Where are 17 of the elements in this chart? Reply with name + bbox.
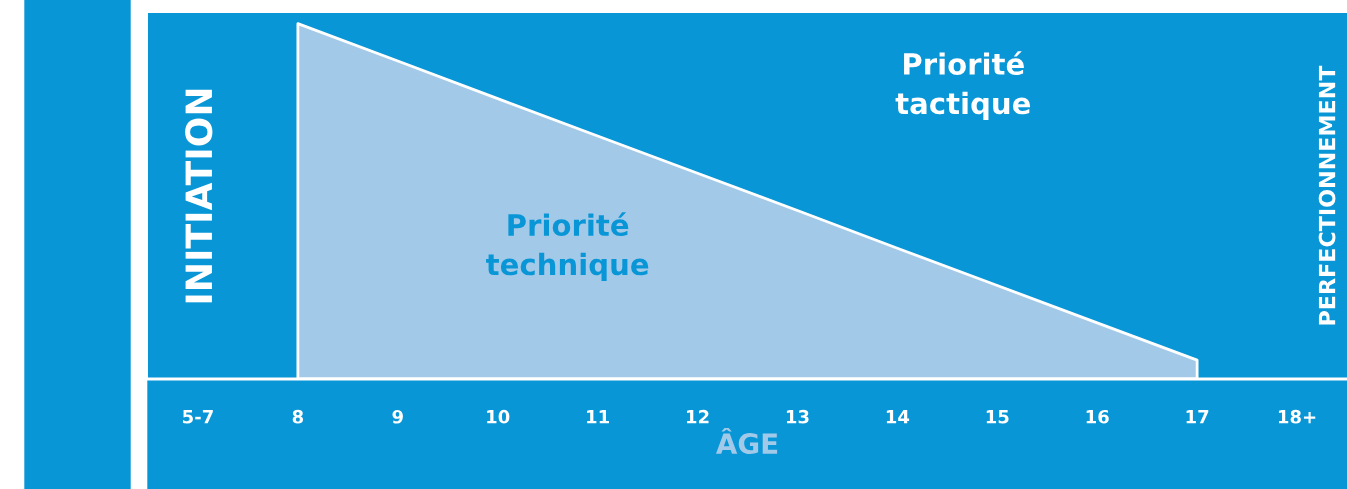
annotation: INITIATION: [185, 89, 213, 303]
x-tick-label: 16: [1086, 409, 1109, 424]
annotation: Priorité technique: [486, 212, 649, 282]
x-tick-label: 18+: [1278, 409, 1316, 424]
x-tick-label: 8: [292, 409, 304, 424]
annotation: Priorité tactique: [895, 51, 1031, 120]
x-tick-label: 9: [392, 409, 403, 424]
x-tick-label: 12: [687, 409, 709, 424]
x-tick-label: 17: [1186, 410, 1209, 424]
annotation: PERFECTIONNEMENT: [1318, 65, 1336, 325]
x-tick-label: 11: [587, 410, 609, 424]
x-tick-label: 5-7: [183, 410, 213, 424]
x-tick-label: 14: [886, 410, 910, 424]
x-tick-label: 13: [786, 409, 809, 424]
x-tick-label: 10: [487, 409, 510, 424]
x-tick-label: 15: [986, 410, 1009, 424]
x-axis-title: ÂGE: [716, 427, 778, 455]
